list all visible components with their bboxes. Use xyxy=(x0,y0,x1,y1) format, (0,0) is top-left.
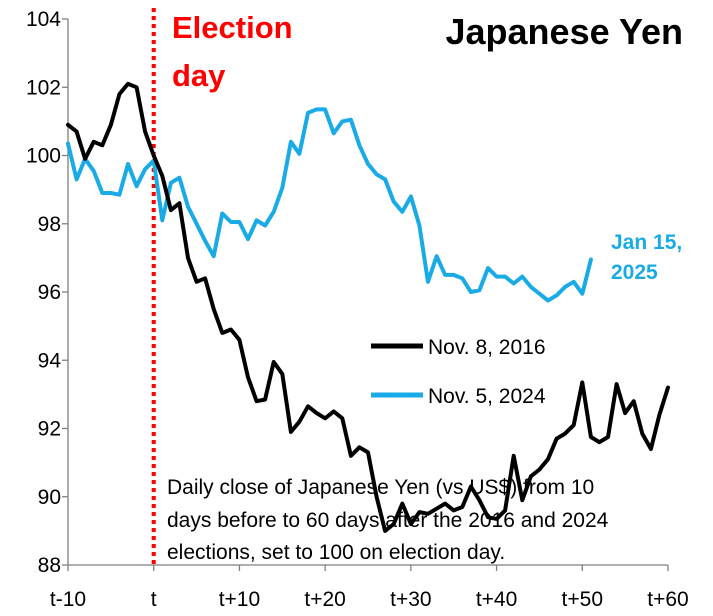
legend-label-2024: Nov. 5, 2024 xyxy=(428,385,546,408)
election-day-label-day: day xyxy=(172,58,226,93)
x-ticks: t-10 t t+10 t+20 t+30 t+40 t+50 t+60 xyxy=(50,565,689,611)
series-line-2024 xyxy=(66,107,593,303)
x-tick-label: t+40 xyxy=(476,588,517,611)
legend-label-2016: Nov. 8, 2016 xyxy=(428,336,546,359)
series-layer xyxy=(66,81,670,533)
chart-title: Japanese Yen xyxy=(446,11,684,52)
y-ticks: 88 90 92 94 96 98 100 102 104 xyxy=(26,8,68,577)
x-tick-label: t+50 xyxy=(562,588,603,611)
x-tick-label: t+10 xyxy=(219,588,260,611)
annotation-line-3: elections, set to 100 on election day. xyxy=(167,541,505,564)
annotation-line-1: Daily close of Japanese Yen (vs US$) fro… xyxy=(167,476,594,499)
end-date-label: Jan 15, xyxy=(611,231,682,254)
chart-annotation: Daily close of Japanese Yen (vs US$) fro… xyxy=(167,476,609,564)
x-tick-label: t+30 xyxy=(390,588,431,611)
y-tick-label: 94 xyxy=(38,349,62,372)
x-tick-label: t+60 xyxy=(647,588,688,611)
y-tick-label: 100 xyxy=(26,145,61,168)
y-tick-label: 96 xyxy=(38,281,61,304)
annotation-line-2: days before to 60 days after the 2016 an… xyxy=(167,509,609,532)
y-tick-label: 104 xyxy=(26,8,61,31)
y-tick-label: 92 xyxy=(38,418,61,441)
x-tick-label: t xyxy=(151,588,157,611)
legend: Nov. 8, 2016 Nov. 5, 2024 xyxy=(371,336,546,408)
y-tick-label: 90 xyxy=(38,486,61,509)
y-tick-label: 102 xyxy=(26,76,61,99)
x-tick-label: t+20 xyxy=(304,588,345,611)
y-tick-label: 98 xyxy=(38,213,61,236)
series-line-2016 xyxy=(66,81,670,533)
x-tick-label: t-10 xyxy=(50,588,86,611)
election-day-label: Election xyxy=(172,10,293,45)
y-tick-label: 88 xyxy=(38,554,61,577)
end-date-label-year: 2025 xyxy=(611,261,658,284)
